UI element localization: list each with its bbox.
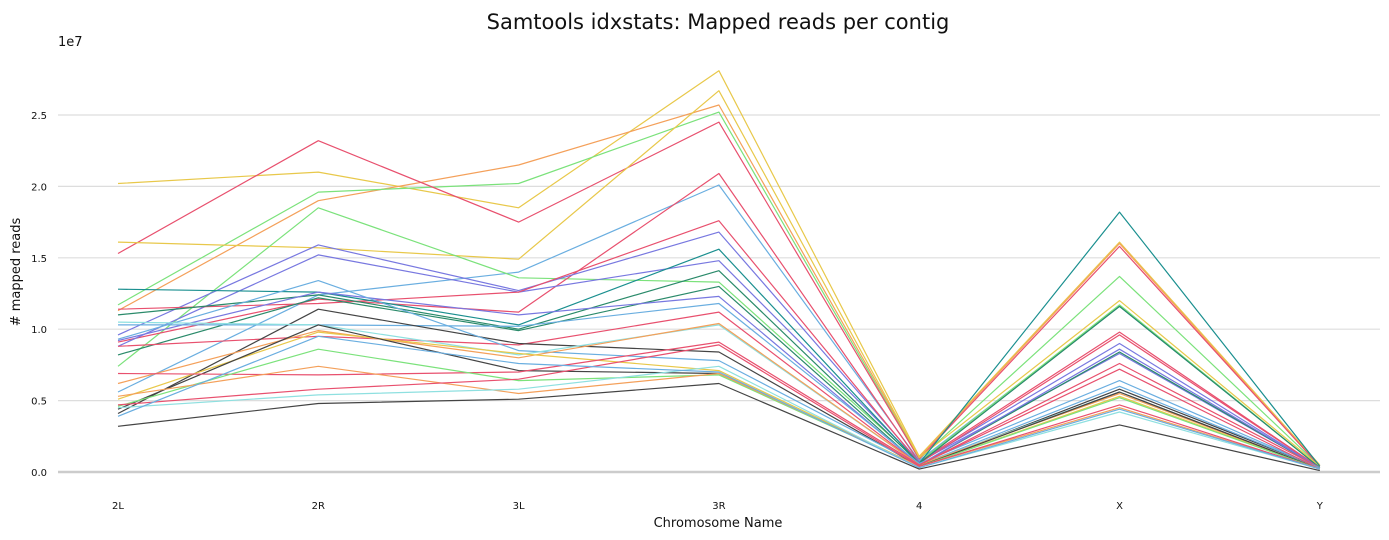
series-line (117, 184, 1321, 469)
series-line (117, 270, 1321, 469)
series-line (117, 348, 1321, 470)
series-line (117, 121, 1321, 467)
series-line (117, 382, 1320, 472)
series-line (117, 308, 1321, 469)
chart-title: Samtools idxstats: Mapped reads per cont… (487, 10, 950, 34)
series-line (117, 335, 1320, 470)
series-line (117, 285, 1321, 469)
series-line (117, 104, 1321, 467)
y-tick-label: 1.0 (31, 325, 47, 336)
series-line (117, 254, 1321, 469)
x-tick-label: 3R (712, 501, 725, 512)
series-line (117, 291, 1321, 469)
series-line (117, 365, 1320, 470)
y-tick-label: 1.5 (31, 254, 47, 265)
series-line (117, 207, 1321, 469)
x-tick-label: 2L (112, 501, 124, 512)
series-line (117, 344, 1320, 470)
series-line (117, 365, 1320, 470)
series-line (117, 220, 1321, 469)
series-lines (117, 70, 1321, 472)
series-line (117, 172, 1321, 469)
y-tick-label: 0.5 (31, 397, 47, 408)
y-axis-offset-label: 1e7 (58, 35, 83, 50)
y-axis-label: # mapped reads (9, 217, 24, 326)
gridlines (58, 114, 1380, 474)
x-tick-label: 3L (513, 501, 525, 512)
series-line (117, 331, 1321, 470)
series-line (117, 90, 1321, 467)
series-line (117, 322, 1321, 470)
x-tick-label: 2R (312, 501, 325, 512)
x-tick-label: X (1116, 501, 1123, 512)
x-tick-label: 4 (916, 501, 922, 512)
y-tick-labels: 0.0 0.5 1.0 1.5 2.0 2.5 (31, 111, 47, 479)
series-line (117, 231, 1321, 469)
x-tick-labels: 2L 2R 3L 3R 4 X Y (112, 501, 1324, 512)
x-tick-label: Y (1316, 501, 1324, 512)
series-line (117, 70, 1321, 466)
series-line (117, 111, 1321, 467)
series-line (117, 280, 1321, 469)
y-tick-label: 2.0 (31, 182, 47, 193)
y-tick-label: 2.5 (31, 111, 47, 122)
x-axis-label: Chromosome Name (654, 516, 783, 531)
series-line (118, 302, 1321, 469)
series-line (117, 341, 1321, 470)
y-tick-label: 0.0 (31, 468, 47, 479)
